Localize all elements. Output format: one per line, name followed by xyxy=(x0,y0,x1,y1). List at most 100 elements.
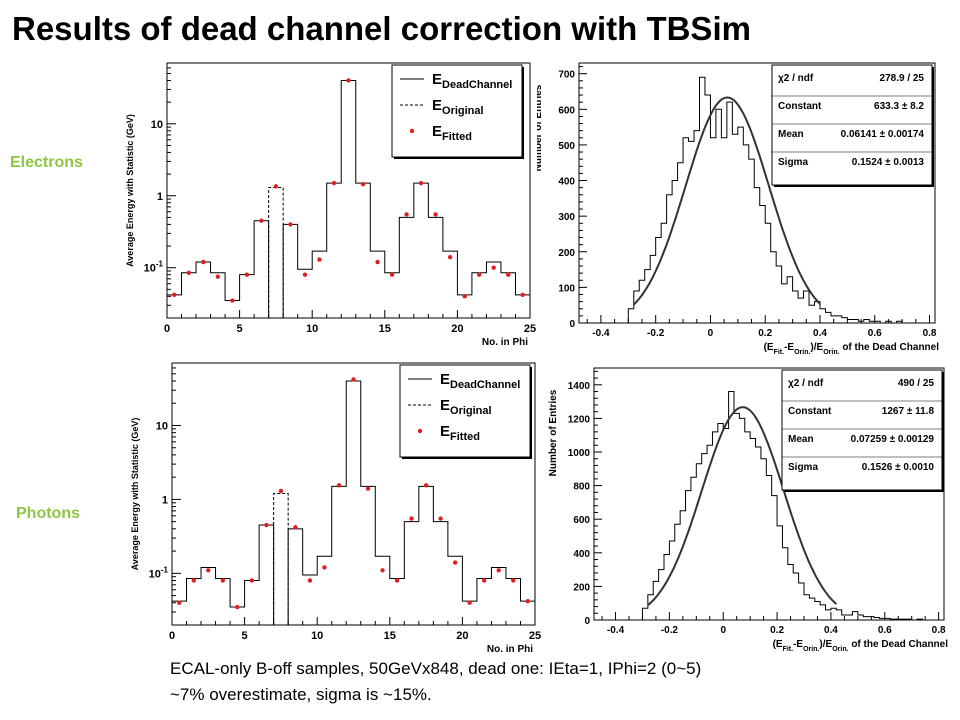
y-tick-label: 800 xyxy=(573,482,590,493)
original-dashed-bin xyxy=(268,187,284,318)
fitted-point xyxy=(389,272,395,277)
x-tick-label: -0.4 xyxy=(592,328,610,339)
y-tick-label: 1 xyxy=(162,494,168,506)
x-axis-label-part: )/E xyxy=(819,639,832,650)
x-tick-label: 0.4 xyxy=(813,328,827,339)
electrons-residual-histogram: -0.4 -0.2 0 0.2 0.4 0.6 0.8 (EFit.-EOrin.)/EOri… xyxy=(533,62,940,356)
x-tick-label: 0 xyxy=(720,625,726,636)
y-tick-label: 300 xyxy=(558,212,575,223)
stats-name: χ2 / ndf xyxy=(788,378,824,389)
stats-value: 0.1524 ± 0.0013 xyxy=(852,157,925,168)
fitted-point xyxy=(206,568,211,573)
fitted-point xyxy=(249,578,255,583)
y-tick-label: 400 xyxy=(558,177,575,188)
fitted-point xyxy=(336,483,342,488)
x-axis-label: No. in Phi xyxy=(482,337,528,348)
caption: ECAL-only B-off samples, 50GeVx848, dead… xyxy=(170,656,701,708)
x-tick-label: 15 xyxy=(379,323,391,335)
stats-name: Sigma xyxy=(788,462,818,473)
fitted-point xyxy=(322,565,327,570)
x-tick-label: -0.2 xyxy=(647,328,665,339)
legend-label-subscript: Original xyxy=(450,405,492,417)
y-tick-exponent: -1 xyxy=(161,565,169,574)
y-axis-label: Number of Entries xyxy=(537,84,544,171)
y-tick-label: 10-1 xyxy=(144,260,164,275)
stats-value: 490 / 25 xyxy=(898,378,935,389)
x-tick-label: 5 xyxy=(237,323,243,335)
x-axis-label: No. in Phi xyxy=(487,644,533,655)
fitted-point xyxy=(186,270,191,275)
x-axis-label: (EFit.-EOrin.)/EOrin. of the Dead Channe… xyxy=(764,342,940,355)
fitted-point xyxy=(418,180,424,186)
x-tick-label: 25 xyxy=(529,630,541,642)
x-tick-label: 0.6 xyxy=(878,625,892,636)
fitted-point xyxy=(235,604,240,610)
fitted-point xyxy=(360,181,366,187)
stats-value: 0.07259 ± 0.00129 xyxy=(851,434,935,445)
legend-label-subscript: DeadChannel xyxy=(442,79,512,91)
fitted-point xyxy=(452,560,458,565)
y-tick-label: 10-1 xyxy=(149,565,169,580)
fitted-point xyxy=(351,377,356,382)
fitted-point xyxy=(365,486,371,491)
x-axis-label-part: Orin. xyxy=(803,646,819,653)
legend-label-subscript: Fitted xyxy=(442,131,472,143)
fitted-point xyxy=(288,222,293,227)
stats-name: Mean xyxy=(788,434,814,445)
fitted-point xyxy=(177,600,182,605)
fitted-point xyxy=(244,272,250,277)
x-axis-label-part: )/E xyxy=(810,342,823,353)
stats-value: 0.1526 ± 0.0010 xyxy=(862,462,935,473)
y-tick-label: 400 xyxy=(573,549,590,560)
fitted-point xyxy=(506,272,511,277)
fitted-point xyxy=(293,525,298,530)
x-axis-label-part: Fit. xyxy=(783,646,794,653)
x-tick-label: 0 xyxy=(169,630,175,642)
fitted-point xyxy=(380,568,385,573)
fitted-point xyxy=(462,294,467,299)
legend-box xyxy=(391,64,523,158)
x-tick-label: 15 xyxy=(384,630,396,642)
photons-residual-histogram: -0.4 -0.2 0 0.2 0.4 0.6 0.8 (EFit.-EOrin.)/EOri… xyxy=(548,367,948,653)
x-tick-label: 20 xyxy=(456,630,468,642)
caption-line-2: ~7% overestimate, sigma is ~15%. xyxy=(170,685,432,704)
x-tick-label: 0.2 xyxy=(758,328,772,339)
legend-point-swatch xyxy=(417,428,423,434)
legend-label-subscript: Original xyxy=(442,105,484,117)
fitted-point xyxy=(511,578,516,583)
stats-name: Sigma xyxy=(778,157,808,168)
fitted-point xyxy=(525,598,530,604)
page-title: Results of dead channel correction with … xyxy=(12,10,751,47)
x-tick-label: 0.8 xyxy=(932,625,946,636)
fitted-point xyxy=(394,578,400,583)
x-axis-label-part: Orin. xyxy=(832,646,848,653)
stats-name: Mean xyxy=(778,129,804,140)
stats-name: χ2 / ndf xyxy=(778,73,814,84)
fitted-point xyxy=(438,516,443,521)
fitted-point xyxy=(447,254,453,260)
x-axis-label-part: Fit. xyxy=(774,349,785,356)
fitted-point xyxy=(520,292,525,298)
x-axis-label-part: Orin. xyxy=(823,349,839,356)
histogram-outline xyxy=(641,391,939,621)
y-tick-label: 1400 xyxy=(568,381,591,392)
photons-energy-chart: 0 5 10 15 20 25 No. in Phi 10-1 1 10 Average Energ… xyxy=(130,362,541,655)
plot-frame xyxy=(578,62,936,324)
fitted-point xyxy=(404,212,409,217)
plot-frame xyxy=(166,62,531,319)
x-tick-label: 0 xyxy=(708,328,714,339)
y-axis-label: Number of Entries xyxy=(548,389,559,476)
y-tick-exponent: -1 xyxy=(156,260,164,269)
x-axis-label-part: Orin. xyxy=(794,349,810,356)
y-tick-label: 200 xyxy=(573,582,590,593)
row-label-electrons: Electrons xyxy=(10,154,83,171)
fitted-point xyxy=(172,292,177,298)
fitted-point xyxy=(331,180,337,186)
fitted-point xyxy=(273,184,279,189)
x-tick-label: 0 xyxy=(164,323,170,335)
fitted-point xyxy=(433,212,438,217)
y-tick-label: 1 xyxy=(157,191,163,203)
fitted-point xyxy=(191,578,196,583)
stats-value: 633.3 ± 8.2 xyxy=(874,101,924,112)
fitted-point xyxy=(220,578,226,583)
